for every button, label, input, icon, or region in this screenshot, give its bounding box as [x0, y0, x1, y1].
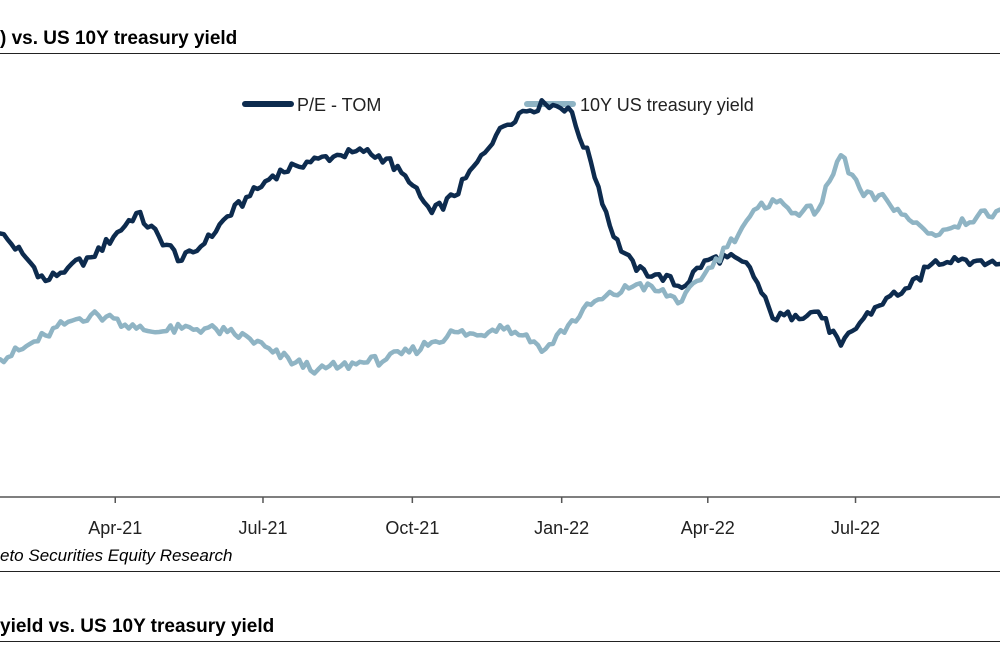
x-tick-label: Jul-22	[831, 518, 880, 538]
legend-label-2: 10Y US treasury yield	[580, 95, 754, 115]
next-title-divider	[0, 641, 1000, 642]
section-divider	[0, 571, 1000, 572]
source-note: eto Securities Equity Research	[0, 546, 233, 565]
line-chart: P/E - TOM 10Y US treasury yield Apr-21 Jul…	[0, 95, 1000, 538]
series-line-1	[0, 98, 1000, 348]
x-tick-label: Apr-21	[88, 518, 142, 538]
legend-label-1: P/E - TOM	[297, 95, 381, 115]
series-line-2	[0, 152, 1000, 376]
x-axis-ticks: Apr-21 Jul-21 Oct-21 Jan-22 Apr-22 Jul-22	[88, 497, 880, 538]
chart-title: ) vs. US 10Y treasury yield	[0, 28, 238, 49]
next-chart-title: yield vs. US 10Y treasury yield	[0, 616, 275, 637]
x-tick-label: Apr-22	[681, 518, 735, 538]
x-tick-label: Jul-21	[238, 518, 287, 538]
plot-area	[0, 98, 1000, 376]
title-divider	[0, 53, 1000, 54]
x-tick-label: Jan-22	[534, 518, 589, 538]
legend: P/E - TOM 10Y US treasury yield	[242, 95, 754, 115]
x-tick-label: Oct-21	[385, 518, 439, 538]
